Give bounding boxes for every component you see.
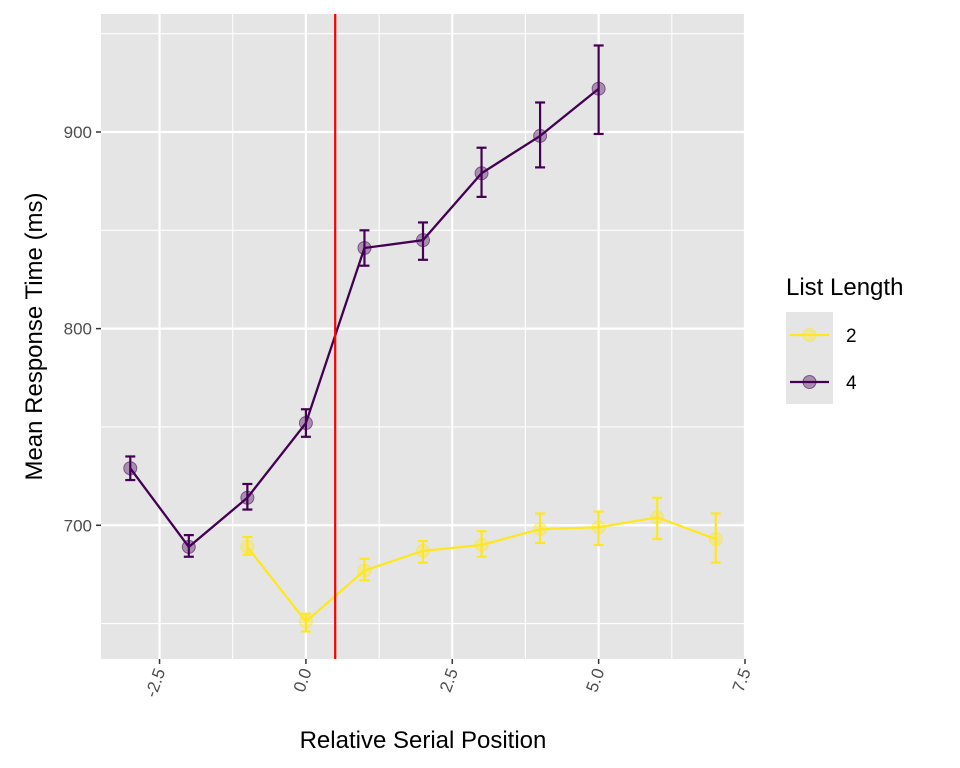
y-tick-label: 800 xyxy=(64,320,92,339)
data-point xyxy=(298,614,313,629)
data-point xyxy=(298,416,313,431)
legend: List Length 2 4 xyxy=(786,274,903,404)
data-point xyxy=(591,520,606,535)
data-point xyxy=(181,539,196,554)
minor-gridlines xyxy=(101,14,745,659)
y-tick-labels: 700 800 900 xyxy=(64,123,92,535)
y-tick-label: 900 xyxy=(64,123,92,142)
data-point xyxy=(357,241,372,256)
major-gridlines xyxy=(101,14,747,659)
data-point xyxy=(474,537,489,552)
y-axis-title: Mean Response Time (ms) xyxy=(21,192,48,480)
data-point xyxy=(533,128,548,143)
data-point xyxy=(533,522,548,537)
data-point xyxy=(240,539,255,554)
data-point xyxy=(591,81,606,96)
y-tick-label: 700 xyxy=(64,516,92,535)
x-axis-title: Relative Serial Position xyxy=(300,727,547,754)
x-tick-label: 2.5 xyxy=(436,666,462,695)
data-point xyxy=(474,166,489,181)
data-point xyxy=(708,532,723,547)
x-tick-label: -2.5 xyxy=(141,666,169,700)
series-4 xyxy=(123,44,606,558)
legend-key-point xyxy=(802,328,817,342)
data-point xyxy=(416,233,430,248)
legend-key-point xyxy=(802,375,817,389)
data-point xyxy=(416,543,430,558)
x-tick-labels: -2.5 0.0 2.5 5.0 7.5 xyxy=(141,666,754,700)
series-layer xyxy=(123,44,723,633)
data-point xyxy=(357,563,372,578)
legend-key-background xyxy=(786,312,833,404)
x-tick-label: 7.5 xyxy=(729,666,755,695)
data-point xyxy=(123,461,138,476)
x-tick-label: 0.0 xyxy=(290,666,316,695)
legend-label: 2 xyxy=(846,326,857,347)
legend-title: List Length xyxy=(786,274,903,301)
data-point xyxy=(650,510,665,525)
legend-label: 4 xyxy=(846,373,857,394)
axis-ticks xyxy=(96,131,746,664)
series-2 xyxy=(240,496,723,633)
x-tick-label: 5.0 xyxy=(582,666,608,695)
data-point xyxy=(240,490,255,505)
